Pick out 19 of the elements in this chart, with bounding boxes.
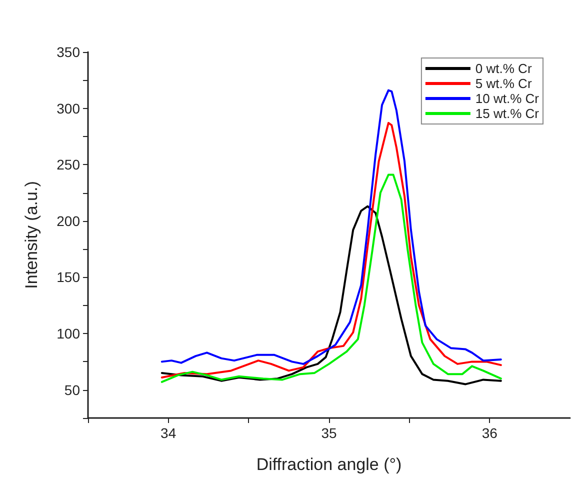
y-tick-label: 200 (56, 212, 80, 229)
x-axis-title: Diffraction angle (°) (256, 455, 402, 474)
y-tick-label: 300 (56, 100, 80, 116)
x-tick-label: 34 (160, 425, 176, 441)
y-tick-label: 100 (56, 326, 80, 342)
x-tick-label: 35 (321, 425, 337, 441)
line-series (160, 174, 502, 383)
y-tick-label: 350 (56, 44, 80, 60)
line-series (160, 122, 502, 378)
legend-label: 15 wt.% Cr (475, 106, 540, 121)
y-tick-label: 150 (56, 269, 80, 286)
y-axis-title: Intensity (a.u.) (22, 181, 41, 289)
y-tick-label: 250 (56, 156, 80, 173)
y-tick-label: 50 (64, 382, 80, 398)
legend-label: 5 wt.% Cr (475, 76, 532, 91)
line-series (160, 205, 502, 386)
x-tick-label: 36 (482, 425, 498, 441)
legend-label: 0 wt.% Cr (475, 61, 532, 76)
legend-label: 10 wt.% Cr (475, 91, 540, 106)
